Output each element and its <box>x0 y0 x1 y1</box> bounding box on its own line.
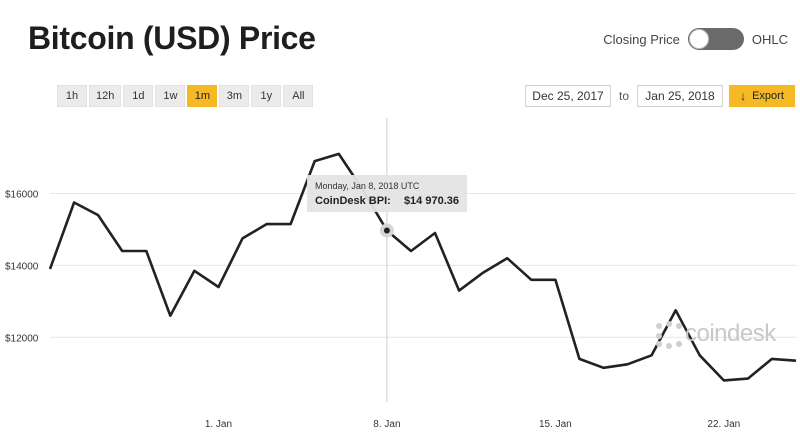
watermark-text: coindesk <box>685 320 776 347</box>
time-range-selector: 1h 12h 1d 1w 1m 3m 1y All <box>57 85 314 107</box>
range-button-1d[interactable]: 1d <box>123 85 154 107</box>
download-arrow-icon: ↓ <box>740 89 747 103</box>
highlight-marker <box>383 227 390 234</box>
coindesk-logo-icon <box>656 321 682 349</box>
range-button-12h[interactable]: 12h <box>89 85 122 107</box>
y-tick-label: $12000 <box>5 333 39 344</box>
coindesk-watermark: coindesk <box>656 320 776 349</box>
range-button-3m[interactable]: 3m <box>219 85 250 107</box>
price-mode-toggle[interactable] <box>687 28 744 50</box>
x-tick-label: 8. Jan <box>373 419 400 430</box>
export-label: Export <box>752 90 784 102</box>
chart-tooltip: Monday, Jan 8, 2018 UTC CoinDesk BPI: $1… <box>307 175 467 212</box>
date-from-input[interactable]: Dec 25, 2017 <box>525 85 611 107</box>
range-button-1w[interactable]: 1w <box>155 85 186 107</box>
range-button-all[interactable]: All <box>283 85 314 107</box>
y-tick-label: $14000 <box>5 261 39 272</box>
x-tick-label: 15. Jan <box>539 419 572 430</box>
closing-price-label: Closing Price <box>603 31 680 47</box>
tooltip-value: $14 970.36 <box>403 195 459 207</box>
page-title: Bitcoin (USD) Price <box>28 20 316 56</box>
export-button[interactable]: ↓ Export <box>729 85 795 107</box>
date-separator: to <box>619 89 630 103</box>
date-to-input[interactable]: Jan 25, 2018 <box>637 85 723 107</box>
tooltip-label: CoinDesk BPI: <box>315 195 391 207</box>
x-tick-label: 22. Jan <box>707 419 740 430</box>
range-button-1h[interactable]: 1h <box>57 85 87 107</box>
toggle-knob <box>688 29 709 49</box>
x-tick-label: 1. Jan <box>205 419 232 430</box>
price-mode-toggle-group: Closing Price OHLC <box>603 28 788 50</box>
y-tick-label: $16000 <box>5 189 39 200</box>
range-button-1m[interactable]: 1m <box>187 85 218 107</box>
range-button-1y[interactable]: 1y <box>251 85 282 107</box>
tooltip-date: Monday, Jan 8, 2018 UTC <box>315 181 420 191</box>
ohlc-label: OHLC <box>751 31 788 47</box>
price-series-line <box>48 152 797 382</box>
